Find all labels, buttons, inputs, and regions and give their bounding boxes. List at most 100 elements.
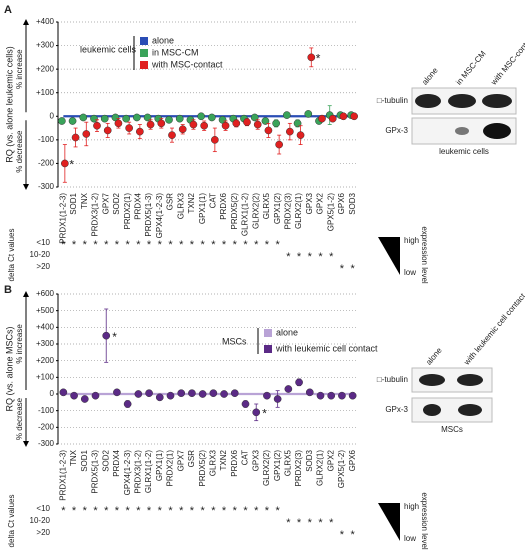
data-point xyxy=(178,125,187,134)
x-tick-label: PRDX2(3) xyxy=(283,193,292,230)
increase-label: % increase xyxy=(15,49,24,89)
blot-a xyxy=(411,87,517,145)
data-point xyxy=(175,114,184,123)
legend-swatch xyxy=(140,49,148,57)
x-tick-label: PRDX6 xyxy=(230,449,239,476)
delta-ct-marker: * xyxy=(190,239,195,251)
x-tick-label: GPX6 xyxy=(348,449,357,471)
x-tick-label: GPX1(2) xyxy=(273,193,282,224)
row-label: GPx-3 xyxy=(385,405,408,414)
x-tick-label: SOD2 xyxy=(112,192,121,214)
expression-wedge xyxy=(378,503,400,541)
delta-ct-row: <10 xyxy=(36,504,50,513)
x-tick-label: PRDX2(1) xyxy=(166,450,175,487)
x-tick-label: GPX5(1-2) xyxy=(326,193,335,232)
x-tick-label: GPX1(1) xyxy=(198,193,207,224)
delta-ct-marker: * xyxy=(104,239,109,251)
legend-label: alone xyxy=(152,35,174,45)
data-point xyxy=(348,391,357,400)
data-point xyxy=(208,113,216,122)
delta-ct-marker: * xyxy=(115,239,120,251)
expression-low: low xyxy=(404,534,416,543)
expression-high: high xyxy=(404,502,419,511)
y-tick-label: +100 xyxy=(36,372,55,381)
delta-ct-marker: * xyxy=(308,251,313,263)
data-point xyxy=(91,391,100,400)
data-point xyxy=(243,118,251,127)
delta-ct-marker: * xyxy=(340,529,345,541)
x-tick-label: GPX7 xyxy=(176,449,185,471)
annotation: * xyxy=(112,330,117,344)
delta-ct-marker: * xyxy=(318,251,323,263)
data-point xyxy=(275,140,283,149)
data-point xyxy=(68,117,77,125)
x-tick-label: GPX2 xyxy=(326,449,335,471)
delta-ct-row: 10-20 xyxy=(30,516,51,525)
x-tick-label: TNX xyxy=(80,192,89,209)
legend-title: leukemic cells xyxy=(80,44,137,54)
delta-ct-marker: * xyxy=(190,505,195,517)
delta-ct-marker: * xyxy=(136,505,141,517)
delta-ct-marker: * xyxy=(72,239,77,251)
legend-swatch xyxy=(140,61,148,69)
data-point xyxy=(102,331,111,340)
x-tick-label: GLRX1(1-2) xyxy=(144,450,153,493)
delta-ct-marker: * xyxy=(179,505,184,517)
data-point xyxy=(113,388,121,397)
delta-ct-row: 10-20 xyxy=(30,250,51,259)
data-point xyxy=(177,389,186,398)
delta-ct-marker: * xyxy=(265,239,270,251)
delta-ct-marker: * xyxy=(286,517,291,529)
delta-ct-marker: * xyxy=(351,529,356,541)
legend-swatch xyxy=(140,37,148,45)
delta-ct-marker: * xyxy=(126,505,131,517)
x-tick-label: GLRX2(1) xyxy=(294,193,303,229)
data-point xyxy=(305,388,314,397)
delta-ct-marker: * xyxy=(126,239,131,251)
data-point xyxy=(230,389,239,398)
y-tick-label: +200 xyxy=(36,64,55,73)
delta-ct-marker: * xyxy=(211,239,216,251)
y-tick-label: 0 xyxy=(50,389,55,398)
x-tick-label: PRDX2(3) xyxy=(294,450,303,487)
annotation: * xyxy=(69,158,74,172)
y-tick-label: -100 xyxy=(38,406,55,415)
data-point xyxy=(155,393,164,402)
delta-ct-marker: * xyxy=(83,505,88,517)
delta-ct-marker: * xyxy=(233,505,238,517)
data-point xyxy=(80,395,89,403)
y-axis-label: RQ (vs. alone leukemic cells) xyxy=(4,46,14,163)
x-tick-label: GLRX3 xyxy=(176,192,185,219)
data-point xyxy=(82,130,91,138)
delta-ct-marker: * xyxy=(254,239,259,251)
annotation: * xyxy=(316,52,321,66)
delta-ct-row: >20 xyxy=(36,528,50,537)
x-tick-label: PRDX5(2) xyxy=(198,450,207,487)
data-point xyxy=(252,408,261,417)
delta-ct-marker: * xyxy=(286,251,291,263)
x-tick-label: GLRX2(2) xyxy=(262,450,271,486)
x-tick-label: TXN2 xyxy=(219,449,228,470)
data-point xyxy=(221,121,230,130)
decrease-label: % decrease xyxy=(15,397,24,440)
y-tick-label: +200 xyxy=(36,356,55,365)
data-point xyxy=(133,113,141,122)
data-point xyxy=(318,114,326,123)
data-point xyxy=(284,385,293,393)
data-point xyxy=(93,121,101,130)
x-tick-label: GPX3 xyxy=(251,449,260,471)
data-point xyxy=(328,114,337,123)
data-point xyxy=(295,378,303,387)
delta-ct-marker: * xyxy=(297,251,302,263)
y-tick-label: +100 xyxy=(36,88,55,97)
delta-ct-marker: * xyxy=(93,505,98,517)
y-tick-label: -300 xyxy=(38,439,55,448)
data-point xyxy=(264,126,273,135)
delta-ct-marker: * xyxy=(265,505,270,517)
data-point xyxy=(209,389,218,398)
x-tick-label: PRDX1(1-2-3) xyxy=(58,193,67,244)
y-axis-label: RQ (vs. alone MSCs) xyxy=(4,326,14,411)
x-tick-label: GPX6 xyxy=(337,192,346,214)
data-point xyxy=(71,133,80,142)
decrease-label: % decrease xyxy=(15,130,24,173)
